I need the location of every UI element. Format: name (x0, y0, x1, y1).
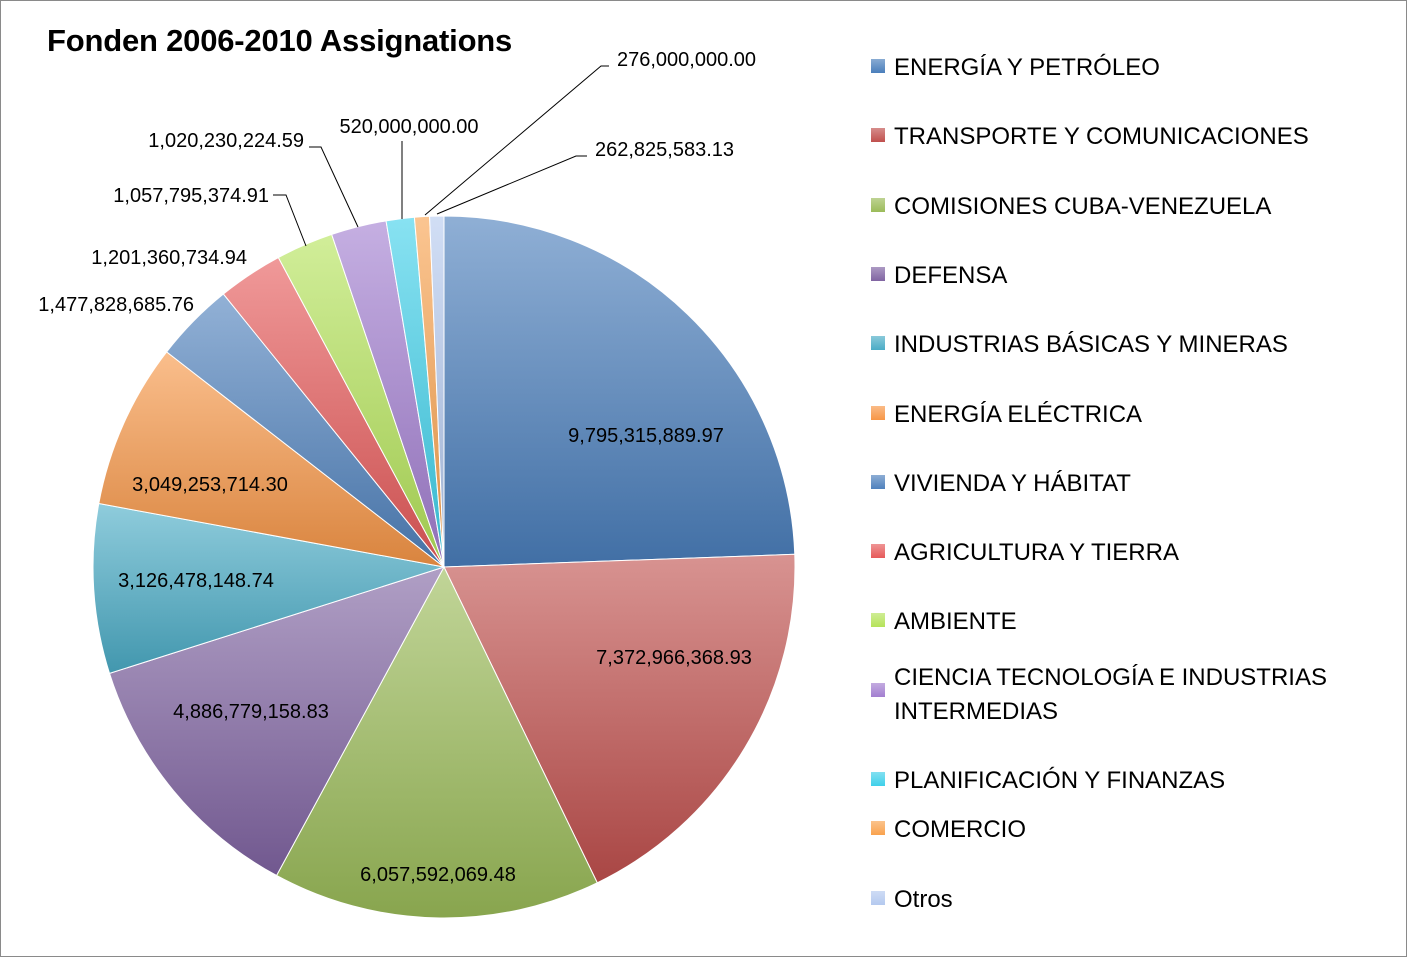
pie-slice-3 (108, 566, 446, 877)
pie-slice-0 (443, 215, 796, 568)
legend-label: AMBIENTE (894, 608, 1017, 635)
pie-slice-1 (443, 553, 796, 884)
legend-label: VIVIENDA Y HÁBITAT (894, 470, 1131, 497)
legend-item: AGRICULTURA Y TIERRA (871, 536, 1391, 570)
slice-value-label-1: 7,372,966,368.93 (596, 647, 752, 669)
legend-swatch (871, 59, 885, 73)
legend-label: AGRICULTURA Y TIERRA (894, 539, 1179, 566)
legend-swatch (871, 475, 885, 489)
leader-line-11 (424, 65, 609, 216)
pie-slice-5 (98, 351, 445, 568)
legend-swatch (871, 821, 885, 835)
slice-value-label-3: 4,886,779,158.83 (173, 701, 329, 723)
legend-item: VIVIENDA Y HÁBITAT (871, 467, 1391, 501)
legend-item: COMISIONES CUBA-VENEZUELA (871, 190, 1391, 224)
slice-value-label-6: 1,477,828,685.76 (38, 294, 194, 316)
legend-swatch (871, 544, 885, 558)
legend-item: COMERCIO (871, 813, 1391, 847)
legend-item: Otros (871, 883, 1391, 917)
legend-item: CIENCIA TECNOLOGÍA E INDUSTRIAS INTERMED… (871, 664, 1391, 729)
chart-title: Fonden 2006-2010 Assignations (47, 23, 513, 58)
legend-item: ENERGÍA ELÉCTRICA (871, 398, 1391, 432)
legend-label: COMERCIO (894, 816, 1026, 843)
legend-item: DEFENSA (871, 259, 1391, 293)
legend-label: Otros (894, 886, 953, 913)
pie-slice-4 (92, 502, 445, 675)
legend-label: ENERGÍA ELÉCTRICA (894, 401, 1143, 428)
leader-line-9 (309, 146, 359, 228)
legend-label: PLANIFICACIÓN Y FINANZAS (894, 767, 1226, 794)
slice-value-label-9: 1,020,230,224.59 (148, 130, 304, 152)
pie-slice-12 (429, 215, 445, 568)
slice-value-label-2: 6,057,592,069.48 (360, 864, 516, 886)
legend-swatch (871, 683, 885, 697)
legend-swatch (871, 613, 885, 627)
legend-item: PLANIFICACIÓN Y FINANZAS (871, 764, 1391, 798)
legend-swatch (871, 128, 885, 142)
legend-label: CIENCIA TECNOLOGÍA E INDUSTRIAS INTERMED… (894, 664, 1327, 725)
leader-line-12 (436, 155, 587, 215)
slice-value-label-5: 3,049,253,714.30 (132, 474, 288, 496)
slice-value-label-12: 262,825,583.13 (595, 139, 734, 161)
legend-item: INDUSTRIAS BÁSICAS Y MINERAS (871, 328, 1391, 362)
legend-swatch (871, 891, 885, 905)
legend-item: AMBIENTE (871, 605, 1391, 639)
legend-swatch (871, 336, 885, 350)
legend-swatch (871, 198, 885, 212)
slice-value-label-8: 1,057,795,374.91 (113, 185, 269, 207)
legend-label: DEFENSA (894, 262, 1008, 289)
slice-value-label-0: 9,795,315,889.97 (568, 425, 724, 447)
legend-item: ENERGÍA Y PETRÓLEO (871, 51, 1391, 85)
legend-label: TRANSPORTE Y COMUNICACIONES (894, 123, 1309, 150)
legend-label: ENERGÍA Y PETRÓLEO (894, 54, 1160, 81)
pie-slice-2 (275, 565, 598, 919)
slice-value-label-11: 276,000,000.00 (617, 49, 756, 71)
leader-line-8 (273, 194, 307, 247)
legend-swatch (871, 406, 885, 420)
legend-swatch (871, 267, 885, 281)
slice-value-label-7: 1,201,360,734.94 (91, 247, 247, 269)
legend-item: TRANSPORTE Y COMUNICACIONES (871, 120, 1391, 154)
legend-label: COMISIONES CUBA-VENEZUELA (894, 193, 1272, 220)
legend-label: INDUSTRIAS BÁSICAS Y MINERAS (894, 331, 1288, 358)
legend-swatch (871, 772, 885, 786)
slice-value-label-4: 3,126,478,148.74 (118, 570, 274, 592)
slice-value-label-10: 520,000,000.00 (339, 116, 478, 138)
